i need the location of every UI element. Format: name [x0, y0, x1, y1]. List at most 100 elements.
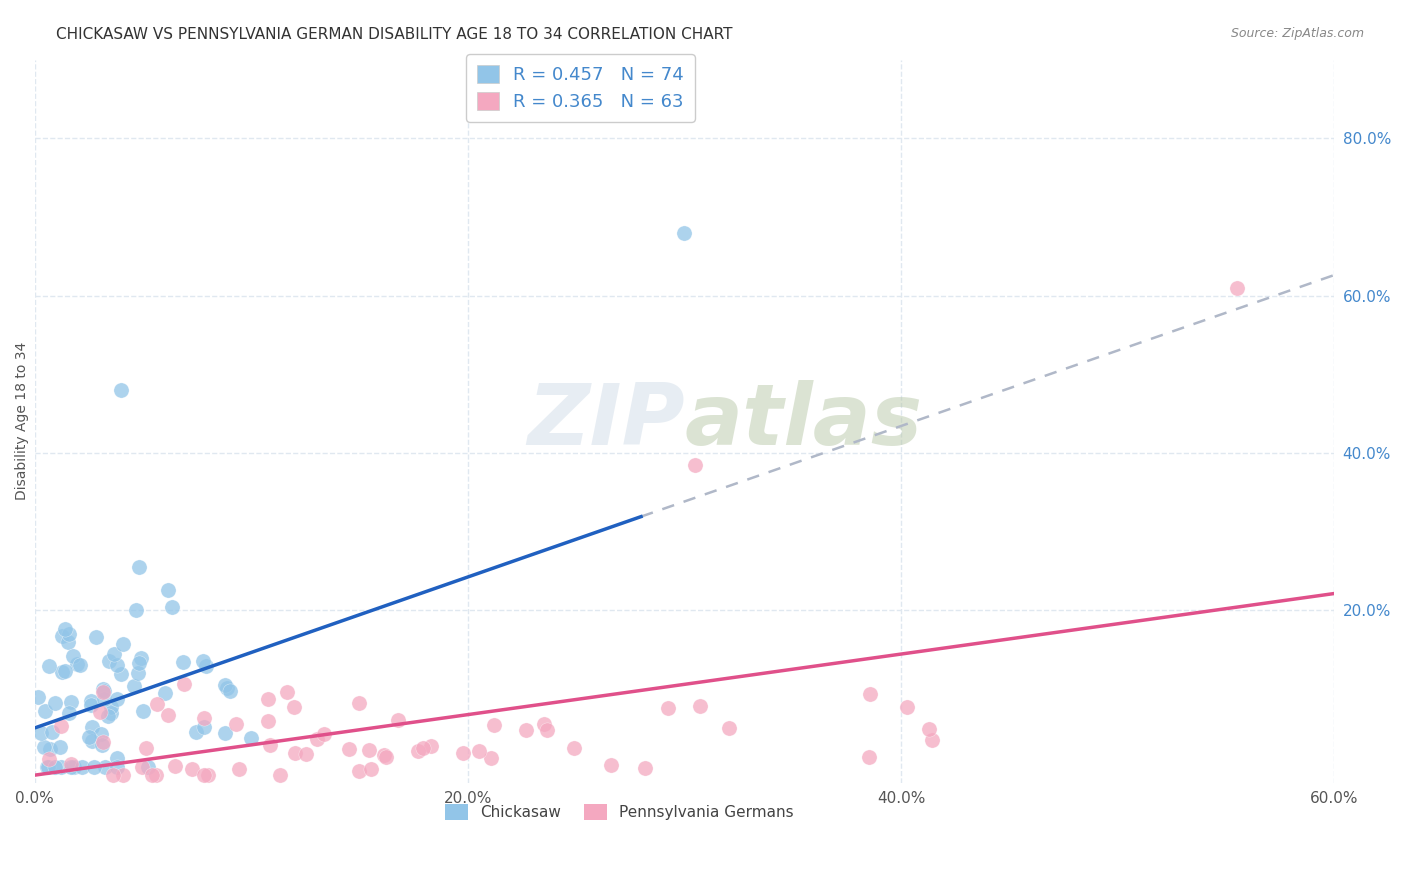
Point: [295, 747, 318, 761]
Point: [141, 768, 163, 782]
Point: [38, 752, 60, 766]
Point: [468, 744, 491, 758]
Point: [77, 730, 100, 744]
Point: [536, 723, 558, 738]
Point: [51, 665, 73, 680]
Point: [215, 681, 238, 695]
Point: [125, 603, 148, 617]
Point: [357, 742, 380, 756]
Point: [82, 720, 104, 734]
Point: [98, 654, 121, 668]
Point: [94, 760, 117, 774]
Point: [131, 704, 153, 718]
Point: [173, 677, 195, 691]
Point: [284, 746, 307, 760]
Point: [59, 695, 82, 709]
Point: [240, 731, 263, 746]
Point: [91, 738, 114, 752]
Point: [412, 741, 434, 756]
Point: [37, 760, 59, 774]
Point: [689, 698, 711, 713]
Point: [145, 697, 167, 711]
Point: [145, 768, 167, 782]
Point: [269, 768, 291, 782]
Point: [135, 740, 157, 755]
Point: [56, 634, 79, 648]
Point: [53, 623, 76, 637]
Point: [257, 692, 280, 706]
Legend: Chickasaw, Pennsylvania Germans: Chickasaw, Pennsylvania Germans: [439, 797, 800, 826]
Point: [373, 748, 395, 763]
Point: [58, 627, 80, 641]
Point: [110, 667, 132, 681]
Point: [122, 679, 145, 693]
Point: [717, 721, 740, 735]
Point: [131, 651, 153, 665]
Point: [347, 696, 370, 710]
Point: [30, 726, 52, 740]
Point: [172, 655, 194, 669]
Point: [683, 458, 706, 472]
Point: [257, 714, 280, 728]
Point: [533, 716, 555, 731]
Point: [1226, 280, 1249, 294]
Point: [93, 735, 115, 749]
Point: [193, 711, 215, 725]
Point: [91, 681, 114, 696]
Point: [105, 658, 128, 673]
Point: [228, 762, 250, 776]
Point: [58, 706, 80, 720]
Point: [83, 760, 105, 774]
Point: [39, 742, 62, 756]
Point: [347, 764, 370, 779]
Point: [451, 746, 474, 760]
Point: [82, 733, 104, 747]
Point: [100, 706, 122, 721]
Point: [51, 629, 73, 643]
Point: [97, 709, 120, 723]
Point: [128, 560, 150, 574]
Point: [657, 701, 679, 715]
Point: [59, 760, 82, 774]
Point: [600, 758, 623, 772]
Point: [105, 760, 128, 774]
Point: [197, 768, 219, 782]
Point: [60, 757, 83, 772]
Point: [193, 768, 215, 782]
Point: [35, 760, 58, 774]
Point: [90, 727, 112, 741]
Point: [66, 657, 89, 671]
Point: [387, 713, 409, 727]
Point: [70, 760, 93, 774]
Point: [896, 700, 918, 714]
Point: [100, 700, 122, 714]
Point: [186, 725, 208, 739]
Point: [225, 717, 247, 731]
Point: [156, 707, 179, 722]
Point: [155, 686, 177, 700]
Point: [105, 751, 128, 765]
Text: CHICKASAW VS PENNSYLVANIA GERMAN DISABILITY AGE 18 TO 34 CORRELATION CHART: CHICKASAW VS PENNSYLVANIA GERMAN DISABIL…: [56, 27, 733, 42]
Point: [111, 768, 134, 782]
Point: [89, 705, 111, 719]
Point: [191, 654, 214, 668]
Point: [165, 759, 187, 773]
Point: [562, 741, 585, 756]
Point: [32, 740, 55, 755]
Point: [44, 760, 66, 774]
Point: [53, 664, 76, 678]
Point: [84, 630, 107, 644]
Point: [131, 760, 153, 774]
Point: [918, 722, 941, 736]
Point: [80, 698, 103, 712]
Point: [181, 762, 204, 776]
Point: [62, 760, 84, 774]
Point: [27, 690, 49, 705]
Point: [634, 761, 657, 775]
Point: [91, 684, 114, 698]
Point: [479, 751, 502, 765]
Text: Source: ZipAtlas.com: Source: ZipAtlas.com: [1230, 27, 1364, 40]
Point: [156, 582, 179, 597]
Point: [160, 600, 183, 615]
Point: [259, 739, 281, 753]
